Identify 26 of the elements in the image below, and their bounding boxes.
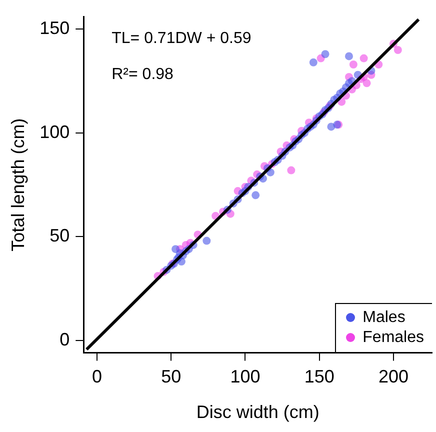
point	[252, 191, 260, 200]
x-tick-label: 150	[304, 366, 334, 387]
y-tick-label: 150	[40, 18, 70, 38]
point	[349, 60, 358, 69]
y-axis-title: Total length (cm)	[8, 118, 28, 252]
point	[362, 79, 371, 88]
y-tick-label: 0	[60, 329, 70, 350]
x-tick-label: 200	[378, 366, 408, 387]
point	[309, 58, 318, 66]
x-tick-label: 100	[230, 366, 260, 387]
point	[172, 245, 180, 254]
annotation: TL= 0.71DW + 0.59	[112, 30, 252, 48]
x-tick-label: 0	[92, 366, 102, 387]
point	[344, 52, 353, 60]
legend-label: Males	[362, 308, 406, 328]
y-tick-label: 100	[40, 122, 70, 142]
annotation: R²= 0.98	[112, 66, 174, 84]
point	[202, 236, 211, 245]
point	[321, 50, 330, 58]
point	[394, 46, 402, 54]
x-tick-label: 50	[161, 366, 182, 387]
point	[287, 166, 296, 174]
x-axis-title: Disc width (cm)	[196, 402, 320, 422]
legend-label: Females	[362, 328, 424, 348]
point	[360, 54, 368, 62]
y-tick-label: 50	[50, 226, 70, 246]
